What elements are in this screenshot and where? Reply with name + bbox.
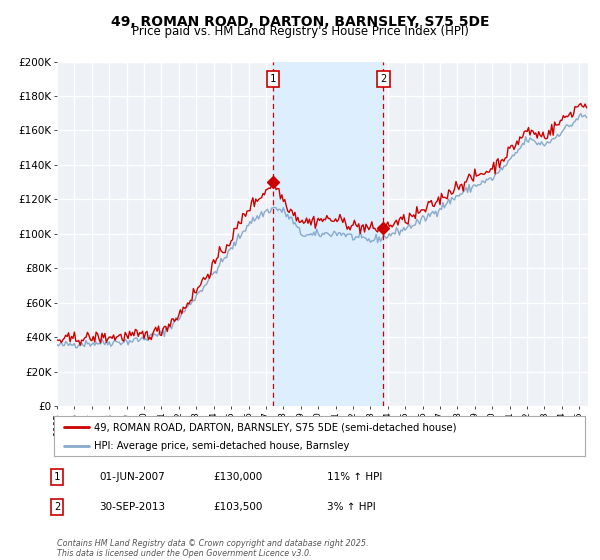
- Text: 49, ROMAN ROAD, DARTON, BARNSLEY, S75 5DE (semi-detached house): 49, ROMAN ROAD, DARTON, BARNSLEY, S75 5D…: [94, 422, 457, 432]
- Bar: [273, 62, 383, 406]
- Text: £103,500: £103,500: [213, 502, 262, 512]
- Text: Contains HM Land Registry data © Crown copyright and database right 2025.: Contains HM Land Registry data © Crown c…: [57, 539, 368, 548]
- Text: 1: 1: [54, 472, 60, 482]
- Text: 2: 2: [54, 502, 60, 512]
- Text: 11% ↑ HPI: 11% ↑ HPI: [327, 472, 382, 482]
- Text: 2: 2: [380, 74, 386, 84]
- Text: Price paid vs. HM Land Registry's House Price Index (HPI): Price paid vs. HM Land Registry's House …: [131, 25, 469, 38]
- Text: 3% ↑ HPI: 3% ↑ HPI: [327, 502, 376, 512]
- Text: £130,000: £130,000: [213, 472, 262, 482]
- Text: This data is licensed under the Open Government Licence v3.0.: This data is licensed under the Open Gov…: [57, 549, 311, 558]
- Text: 01-JUN-2007: 01-JUN-2007: [99, 472, 165, 482]
- Text: 49, ROMAN ROAD, DARTON, BARNSLEY, S75 5DE: 49, ROMAN ROAD, DARTON, BARNSLEY, S75 5D…: [111, 15, 489, 29]
- Text: 30-SEP-2013: 30-SEP-2013: [99, 502, 165, 512]
- Text: HPI: Average price, semi-detached house, Barnsley: HPI: Average price, semi-detached house,…: [94, 441, 349, 451]
- Text: 1: 1: [270, 74, 277, 84]
